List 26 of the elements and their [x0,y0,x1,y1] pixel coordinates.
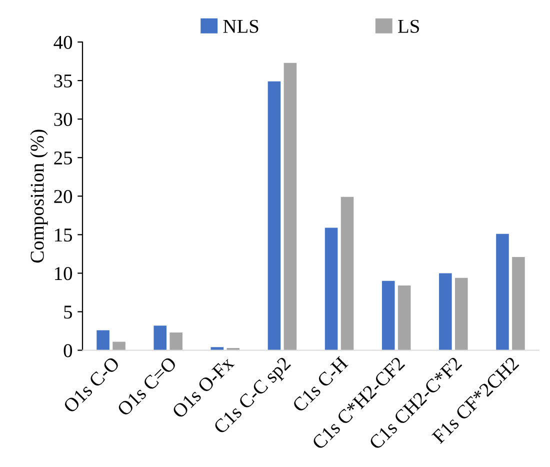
y-tick-label: 40 [54,36,72,49]
y-tick-label: 10 [55,267,72,280]
bar [496,234,509,350]
bar [268,81,281,350]
bar [340,196,354,350]
bar [324,228,338,350]
y-tick-label: 25 [54,151,72,165]
bar [512,257,525,350]
bar [398,286,411,350]
y-tick-label: 15 [55,228,72,242]
y-tick-label: 30 [54,112,72,126]
bar [439,273,452,350]
bar [170,332,182,350]
bar [284,62,297,350]
y-tick-label: 0 [64,344,72,358]
bar [455,278,468,350]
y-tick-label: 5 [64,306,72,319]
bar [382,280,395,350]
bar [112,342,126,350]
legend-label: LS [398,20,419,33]
legend-label: NLS [223,20,258,33]
y-axis-title: Composition (%) [30,130,48,263]
y-tick-label: 20 [54,190,72,204]
bar [96,330,110,350]
y-tick-label: 35 [54,74,72,88]
bar [154,326,166,350]
